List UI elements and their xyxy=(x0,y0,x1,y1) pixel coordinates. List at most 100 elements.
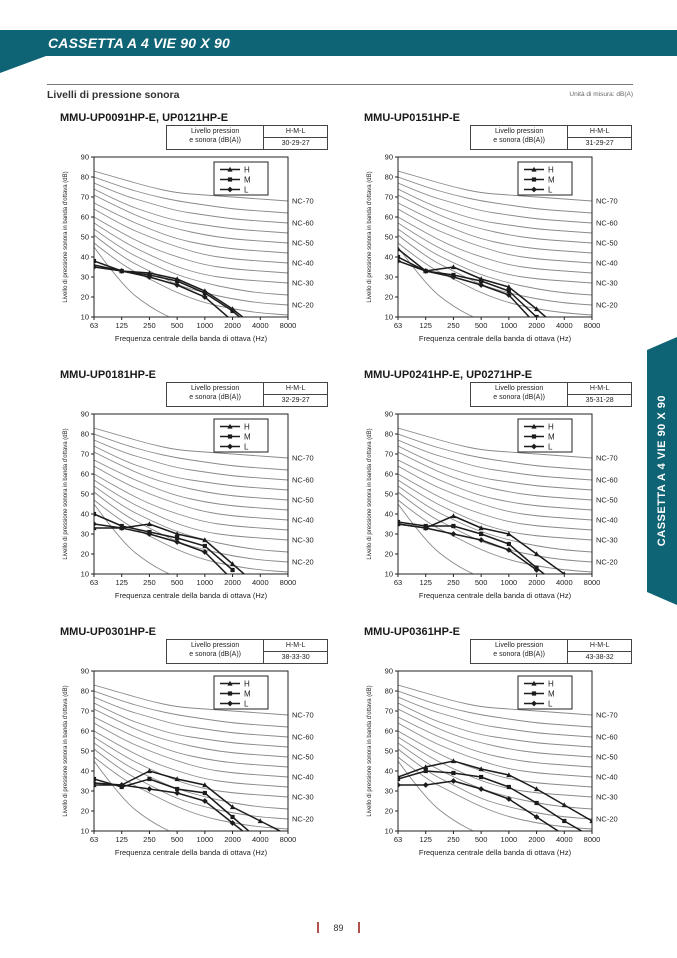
y-tick-label: 50 xyxy=(81,233,89,242)
x-tick-label: 8000 xyxy=(280,321,297,330)
square-marker xyxy=(531,177,537,182)
chart-block: MMU-UP0181HP-E Livello pression e sonora (… xyxy=(58,369,330,608)
legend-label-M: M xyxy=(548,432,555,441)
nc-curve-nc-15 xyxy=(398,756,592,830)
nc-label: NC-20 xyxy=(596,558,618,567)
sound-pressure-row-label: Livello pression e sonora (dB(A)) xyxy=(471,640,569,663)
nc-curve-nc-25 xyxy=(398,485,592,553)
y-tick-label: 50 xyxy=(385,233,393,242)
nc-curve-nc-60 xyxy=(398,439,592,481)
y-tick-label: 90 xyxy=(81,153,89,162)
diamond-marker xyxy=(422,268,429,274)
x-tick-label: 125 xyxy=(419,321,432,330)
y-tick-label: 90 xyxy=(385,410,393,419)
triangle-marker xyxy=(531,680,537,686)
y-tick-label: 50 xyxy=(81,490,89,499)
banner-corner-wedge xyxy=(0,56,46,73)
series-H xyxy=(398,758,592,824)
y-tick-label: 70 xyxy=(81,707,89,716)
diamond-marker xyxy=(201,549,208,555)
legend-label-H: H xyxy=(244,165,250,174)
nc-curve-nc-45 xyxy=(94,459,288,511)
diamond-marker xyxy=(227,700,233,707)
square-marker xyxy=(175,278,180,284)
triangle-marker xyxy=(531,166,537,172)
nc-label: NC-20 xyxy=(292,558,314,567)
y-tick-label: 10 xyxy=(81,827,89,836)
x-tick-label: 2000 xyxy=(224,321,241,330)
chart-title: MMU-UP0301HP-E xyxy=(60,626,156,638)
nc-curve-nc-40 xyxy=(398,722,592,778)
hml-value: 35-31-28 xyxy=(585,397,614,404)
header-banner: CASSETTA A 4 VIE 90 X 90 xyxy=(0,30,677,56)
y-tick-label: 50 xyxy=(81,747,89,756)
diamond-marker xyxy=(94,521,97,527)
diamond-marker xyxy=(533,567,540,573)
nc-curve-nc-45 xyxy=(398,202,592,254)
y-tick-label: 80 xyxy=(81,173,89,182)
x-tick-label: 2000 xyxy=(528,835,545,844)
square-marker xyxy=(506,541,511,547)
diamond-marker xyxy=(398,782,401,788)
square-marker xyxy=(147,776,152,782)
octave-band-chart: NC-20 NC-30 NC-40 NC-50 NC-60 NC-70 90 80 70 60 50… xyxy=(63,410,314,601)
x-tick-label: 1000 xyxy=(197,835,214,844)
legend-label-H: H xyxy=(244,422,250,431)
nc-curve-hearing-threshold xyxy=(94,246,171,317)
triangle-marker xyxy=(450,758,457,764)
nc-curve-nc-25 xyxy=(398,742,592,810)
square-marker xyxy=(94,776,97,782)
square-marker xyxy=(451,523,456,529)
page-number: 89 xyxy=(333,922,344,933)
x-tick-label: 500 xyxy=(475,578,488,587)
octave-band-chart: NC-20 NC-30 NC-40 NC-50 NC-60 NC-70 90 80 70 60 50… xyxy=(367,410,618,601)
nc-label: NC-40 xyxy=(596,259,618,268)
triangle-marker xyxy=(533,306,540,312)
y-tick-label: 10 xyxy=(385,313,393,322)
x-tick-label: 1000 xyxy=(197,321,214,330)
footer-marker-left xyxy=(317,922,320,933)
y-tick-label: 10 xyxy=(81,570,89,579)
x-tick-label: 8000 xyxy=(584,578,601,587)
hml-value: 43-38-32 xyxy=(585,654,614,661)
side-tab-label: CASSETTA A 4 VIE 90 X 90 xyxy=(656,395,668,547)
nc-curve-nc-60 xyxy=(398,182,592,224)
chart-block: MMU-UP0151HP-E Livello pression e sonora (… xyxy=(362,112,634,351)
y-tick-label: 70 xyxy=(385,450,393,459)
square-marker xyxy=(398,776,401,782)
triangle-marker xyxy=(202,782,208,788)
unit-of-measure-note: Unità di misura: dB(A) xyxy=(569,91,633,98)
x-tick-label: 2000 xyxy=(528,321,545,330)
diamond-marker xyxy=(174,539,181,545)
nc-curve-nc-40 xyxy=(398,208,592,264)
nc-curve-nc-70 xyxy=(94,684,288,716)
diamond-marker xyxy=(398,258,401,264)
y-tick-label: 10 xyxy=(81,313,89,322)
y-tick-label: 90 xyxy=(385,667,393,676)
x-tick-label: 8000 xyxy=(584,321,601,330)
octave-band-chart: NC-20 NC-30 NC-40 NC-50 NC-60 NC-70 90 80 70 60 50… xyxy=(63,667,314,858)
nc-curve-nc-40 xyxy=(94,208,288,264)
nc-curve-nc-20 xyxy=(398,748,592,820)
nc-curve-nc-50 xyxy=(398,708,592,758)
triangle-marker xyxy=(478,525,484,531)
x-axis-title: Frequenza centrale della banda di ottava… xyxy=(419,334,572,343)
nc-label: NC-70 xyxy=(596,711,618,720)
nc-curve-nc-20 xyxy=(94,234,288,306)
triangle-marker xyxy=(533,786,540,792)
series-L xyxy=(398,521,540,573)
y-tick-label: 60 xyxy=(81,470,89,479)
legend-label-M: M xyxy=(244,432,251,441)
x-tick-label: 250 xyxy=(143,578,156,587)
nc-curve-nc-45 xyxy=(398,716,592,768)
side-tab: CASSETTA A 4 VIE 90 X 90 xyxy=(647,337,677,605)
sound-pressure-table: Livello pression e sonora (dB(A)) H-M-L 30-… xyxy=(166,125,328,150)
y-tick-label: 20 xyxy=(385,293,393,302)
triangle-marker xyxy=(146,521,153,527)
axis-ticks xyxy=(91,413,289,577)
y-tick-label: 40 xyxy=(81,510,89,519)
nc-label: NC-60 xyxy=(596,219,618,228)
nc-label: NC-40 xyxy=(292,516,314,525)
square-marker xyxy=(534,800,539,806)
nc-curve-nc-40 xyxy=(94,465,288,521)
